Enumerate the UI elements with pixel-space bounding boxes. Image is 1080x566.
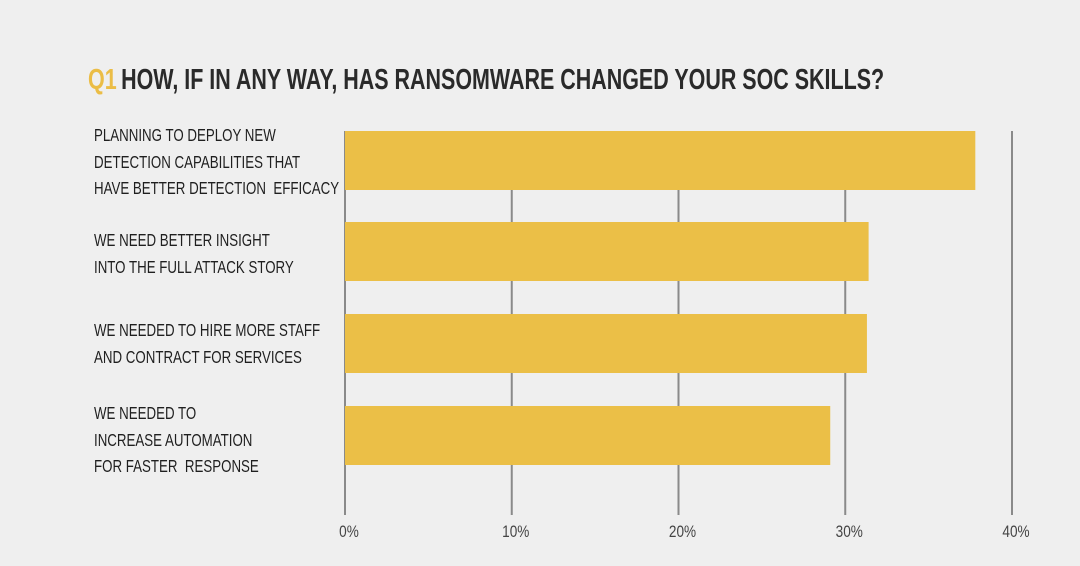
bar-1 [345,131,976,190]
category-label-line: WE NEED BETTER INSIGHT [94,230,270,250]
x-tick-label: 0% [339,523,359,542]
x-tick-label: 40% [1002,523,1029,542]
question-number: Q1 [88,64,117,96]
x-tick-label: 20% [669,523,696,542]
bar-3 [345,314,867,373]
category-label-line: HAVE BETTER DETECTION EFFICACY [94,178,340,198]
category-label-line: DETECTION CAPABILITIES THAT [94,151,301,172]
category-label-line: AND CONTRACT FOR SERVICES [94,346,302,367]
bar-4 [345,406,831,465]
x-tick-label: 10% [502,523,529,542]
category-label: WE NEEDED TO HIRE MORE STAFF AND CONTRACT… [94,317,320,370]
category-label-line: FOR FASTER RESPONSE [94,456,259,476]
category-label-line: WE NEEDED TO HIRE MORE STAFF [94,320,321,340]
title-text: HOW, IF IN ANY WAY, HAS RANSOMWARE CHANG… [121,64,885,96]
chart-title: Q1 HOW, IF IN ANY WAY, HAS RANSOMWARE CHA… [88,64,884,97]
category-label: WE NEED BETTER INSIGHT INTO THE FULL ATTA… [94,227,294,280]
category-label-line: WE NEEDED TO [94,403,197,423]
x-tick-label: 30% [836,523,863,542]
category-label: PLANNING TO DEPLOY NEW DETECTION CAPABILI… [94,122,339,202]
category-label-line: INCREASE AUTOMATION [94,429,253,450]
category-label-line: PLANNING TO DEPLOY NEW [94,125,276,145]
category-label-line: INTO THE FULL ATTACK STORY [94,256,294,277]
category-label: WE NEEDED TO INCREASE AUTOMATION FOR FASTE… [94,400,259,480]
bar-2 [345,222,869,281]
